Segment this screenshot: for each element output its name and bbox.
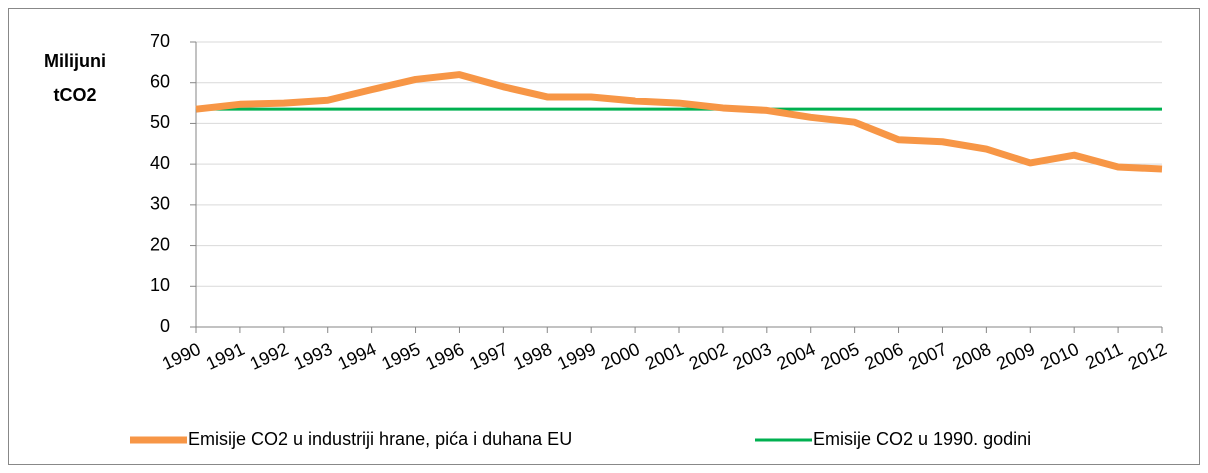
legend-label: Emisije CO2 u industriji hrane, pića i d… [188,429,572,449]
y-tick-label: 60 [150,71,170,91]
y-axis-title: Milijuni [44,51,106,71]
y-tick-label: 30 [150,194,170,214]
y-tick-label: 70 [150,31,170,51]
line-series [195,71,1163,173]
y-tick-label: 50 [150,112,170,132]
y-tick-label: 40 [150,153,170,173]
chart-border [8,8,1200,465]
legend-label: Emisije CO2 u 1990. godini [813,429,1031,449]
y-tick-label: 0 [160,316,170,336]
y-tick-label: 10 [150,275,170,295]
y-tick-label: 20 [150,234,170,254]
y-axis-title: tCO2 [53,85,96,105]
